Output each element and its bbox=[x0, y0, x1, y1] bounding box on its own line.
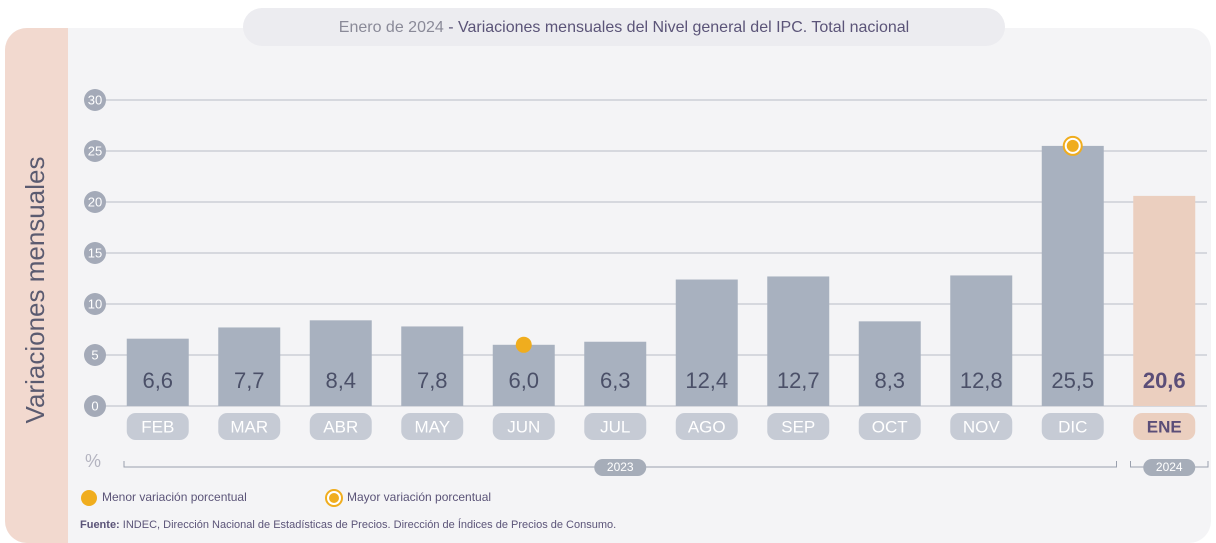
legend-swatch-core bbox=[329, 493, 339, 503]
x-tick-label: JUN bbox=[507, 417, 540, 436]
category-pill bbox=[767, 413, 830, 440]
value-label: 12,7 bbox=[777, 368, 820, 393]
year-pill bbox=[1143, 459, 1196, 476]
bar bbox=[401, 326, 464, 406]
legend-label: Mayor variación porcentual bbox=[347, 490, 491, 504]
category-pill bbox=[950, 413, 1013, 440]
y-tick-label: 0 bbox=[91, 398, 98, 413]
x-tick-label: AGO bbox=[688, 417, 726, 436]
bar bbox=[1041, 145, 1104, 406]
x-tick-label: JUL bbox=[600, 417, 630, 436]
y-tick-badge bbox=[84, 242, 106, 264]
year-pill bbox=[594, 459, 647, 476]
bar bbox=[218, 327, 281, 406]
value-label: 6,6 bbox=[142, 368, 173, 393]
category-pill bbox=[675, 413, 738, 440]
y-tick-badge bbox=[84, 293, 106, 315]
legend-label: Menor variación porcentual bbox=[102, 490, 247, 504]
category-pill bbox=[584, 413, 647, 440]
value-label: 7,8 bbox=[417, 368, 448, 393]
x-tick-label: MAY bbox=[414, 417, 450, 436]
source: Fuente: INDEC, Dirección Nacional de Est… bbox=[80, 518, 616, 531]
value-label: 8,4 bbox=[325, 368, 356, 393]
bar bbox=[309, 320, 372, 406]
bar bbox=[858, 321, 921, 406]
category-pill bbox=[401, 413, 464, 440]
category-pill bbox=[492, 413, 555, 440]
category-pill bbox=[218, 413, 281, 440]
y-tick-badge bbox=[84, 395, 106, 417]
bar bbox=[492, 344, 555, 406]
x-tick-label: ABR bbox=[323, 417, 358, 436]
category-pill bbox=[1133, 413, 1196, 440]
bar bbox=[767, 276, 830, 406]
x-tick-label: MAR bbox=[230, 417, 268, 436]
category-pill bbox=[1041, 413, 1104, 440]
bar bbox=[1133, 195, 1196, 406]
source-label: Fuente: bbox=[80, 519, 120, 531]
title-pill bbox=[243, 8, 1005, 46]
y-axis-label: Variaciones mensuales bbox=[20, 157, 50, 424]
x-tick-label: NOV bbox=[963, 417, 1001, 436]
value-label: 25,5 bbox=[1051, 368, 1094, 393]
value-label: 6,0 bbox=[508, 368, 539, 393]
y-tick-label: 20 bbox=[88, 194, 102, 209]
title-text: - Variaciones mensuales del Nivel genera… bbox=[448, 19, 909, 36]
value-label: 20,6 bbox=[1143, 368, 1186, 393]
value-label: 12,8 bbox=[960, 368, 1003, 393]
y-tick-label: 30 bbox=[88, 92, 102, 107]
x-tick-label: DIC bbox=[1058, 417, 1087, 436]
category-pill bbox=[858, 413, 921, 440]
x-tick-label: ENE bbox=[1147, 417, 1182, 436]
bar bbox=[126, 338, 189, 406]
max-marker-core bbox=[1066, 139, 1079, 152]
bar bbox=[584, 341, 647, 406]
x-tick-label: SEP bbox=[781, 417, 815, 436]
y-tick-badge bbox=[84, 89, 106, 111]
year-label: 2024 bbox=[1156, 460, 1183, 474]
y-tick-badge bbox=[84, 140, 106, 162]
unit-label: % bbox=[85, 451, 101, 471]
y-tick-label: 25 bbox=[88, 143, 102, 158]
y-tick-badge bbox=[84, 191, 106, 213]
x-tick-label: FEB bbox=[141, 417, 174, 436]
value-label: 8,3 bbox=[874, 368, 905, 393]
value-label: 12,4 bbox=[685, 368, 728, 393]
min-marker bbox=[515, 336, 532, 353]
bar bbox=[675, 279, 738, 406]
chart-title: Enero de 2024 - Variaciones mensuales de… bbox=[339, 19, 909, 36]
y-tick-badge bbox=[84, 344, 106, 366]
side-strip bbox=[5, 28, 68, 543]
year-label: 2023 bbox=[607, 460, 634, 474]
bar bbox=[950, 275, 1013, 406]
legend-swatch bbox=[81, 490, 97, 506]
category-pill bbox=[126, 413, 189, 440]
y-tick-label: 15 bbox=[88, 245, 102, 260]
category-pill bbox=[309, 413, 372, 440]
source-text: INDEC, Dirección Nacional de Estadística… bbox=[123, 518, 616, 531]
value-label: 7,7 bbox=[234, 368, 265, 393]
value-label: 6,3 bbox=[600, 368, 631, 393]
y-tick-label: 5 bbox=[91, 347, 98, 362]
title-date: Enero de 2024 bbox=[339, 19, 444, 36]
y-tick-label: 10 bbox=[88, 296, 102, 311]
x-tick-label: OCT bbox=[872, 417, 908, 436]
